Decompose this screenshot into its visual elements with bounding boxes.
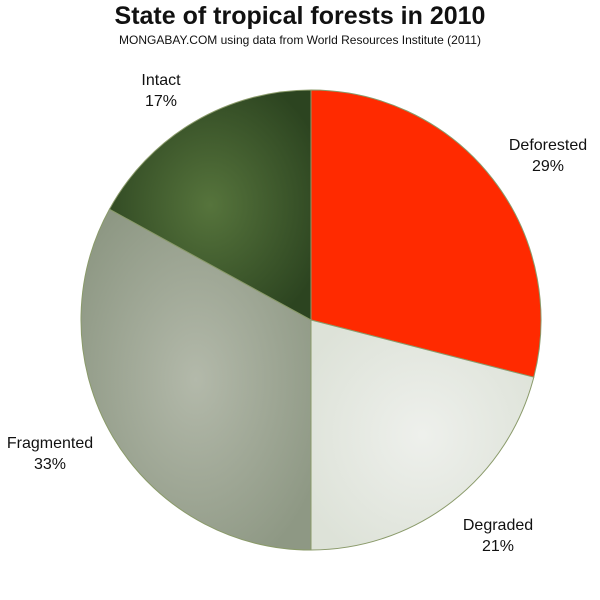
- chart-subtitle: MONGABAY.COM using data from World Resou…: [119, 33, 481, 47]
- slice-label-deforested: Deforested: [509, 137, 587, 154]
- pie-slice-fragmented: [80, 208, 312, 551]
- chart-title: State of tropical forests in 2010: [114, 2, 486, 30]
- slice-label-fragmented: Fragmented: [7, 435, 93, 452]
- slice-label-intact: Intact: [141, 72, 181, 89]
- slice-label-degraded: Degraded: [463, 517, 533, 534]
- pie-slice-intact: [108, 89, 312, 321]
- slice-value-deforested: 29%: [532, 158, 564, 175]
- slice-value-fragmented: 33%: [34, 456, 66, 473]
- slice-value-degraded: 21%: [482, 538, 514, 555]
- pie-slice-deforested: [310, 89, 542, 378]
- slice-value-intact: 17%: [145, 93, 177, 110]
- pie-slice-degraded: [310, 319, 535, 551]
